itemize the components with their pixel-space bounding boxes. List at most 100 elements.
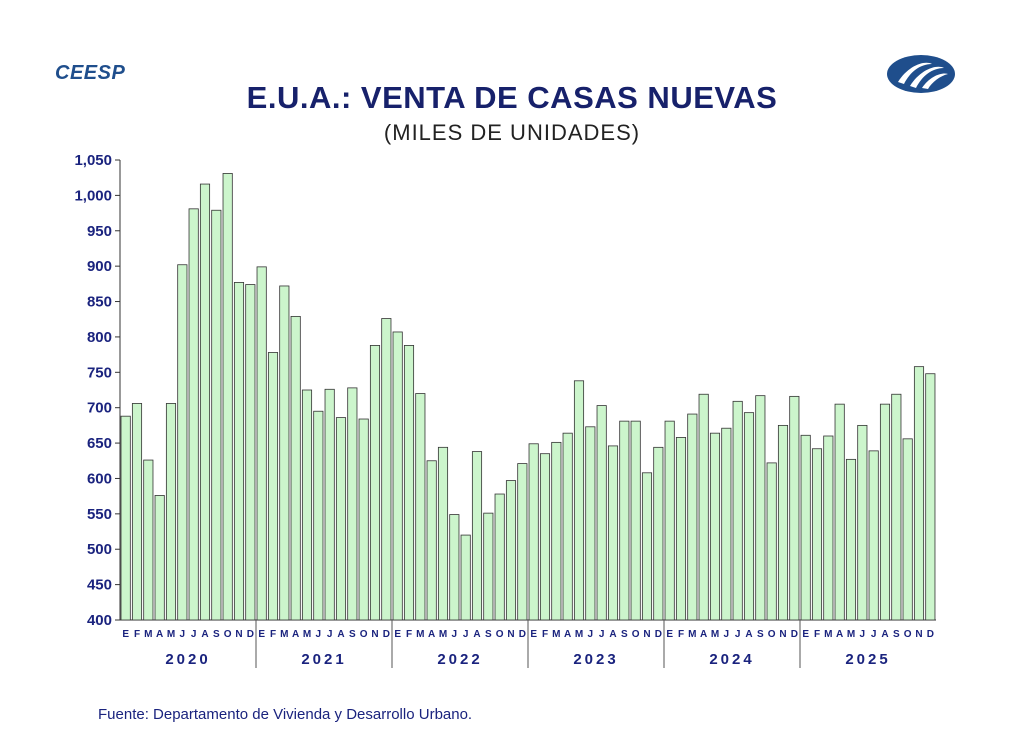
bar	[732, 400, 743, 621]
y-tick-label: 900	[87, 258, 112, 275]
month-label: J	[599, 629, 605, 640]
bar	[675, 437, 687, 621]
year-label: 2025	[845, 651, 890, 668]
month-label: M	[167, 629, 175, 640]
month-label: E	[258, 629, 265, 640]
month-label: M	[439, 629, 447, 640]
month-label: F	[270, 629, 276, 640]
month-label: A	[292, 629, 299, 640]
bar	[211, 209, 222, 621]
bar	[517, 463, 528, 621]
month-label: D	[247, 629, 254, 640]
month-label: E	[394, 629, 401, 640]
month-label: A	[201, 629, 208, 640]
bar	[120, 415, 131, 621]
month-label: A	[564, 629, 571, 640]
month-label: E	[802, 629, 809, 640]
bar	[449, 514, 460, 621]
month-label: M	[144, 629, 152, 640]
bar	[607, 445, 619, 621]
bar	[528, 443, 539, 621]
bar	[256, 266, 267, 621]
bar	[313, 410, 324, 621]
brand-name: CEESP	[55, 62, 126, 84]
y-tick-label: 400	[87, 612, 112, 629]
y-tick-label: 600	[87, 470, 112, 487]
month-label: S	[893, 629, 900, 640]
bar	[845, 458, 857, 621]
y-tick-label: 450	[87, 577, 112, 594]
bar	[222, 173, 233, 621]
month-label: M	[552, 629, 560, 640]
bar	[279, 285, 290, 621]
month-label: N	[643, 629, 650, 640]
month-label: O	[632, 629, 640, 640]
bar	[653, 446, 664, 621]
month-label: O	[224, 629, 232, 640]
bar	[165, 403, 177, 621]
bar	[777, 424, 789, 621]
month-label: M	[575, 629, 583, 640]
bar	[664, 420, 675, 621]
bar	[539, 453, 551, 621]
month-label: O	[768, 629, 776, 640]
bar	[154, 495, 165, 621]
bar	[743, 412, 755, 621]
bar	[392, 331, 403, 621]
bar	[721, 427, 732, 621]
month-label: A	[881, 629, 888, 640]
y-tick-label: 850	[87, 294, 112, 311]
month-label: A	[428, 629, 435, 640]
bar	[811, 448, 823, 621]
month-label: M	[847, 629, 855, 640]
bar	[143, 459, 154, 621]
bar	[267, 352, 279, 621]
month-label: J	[871, 629, 877, 640]
bar	[585, 426, 596, 621]
bar	[199, 183, 211, 621]
y-tick-label: 1,000	[74, 187, 112, 204]
month-label: J	[452, 629, 458, 640]
bar	[381, 318, 392, 621]
bar	[460, 534, 471, 621]
bar	[301, 389, 313, 621]
month-label: A	[700, 629, 707, 640]
month-label: O	[904, 629, 912, 640]
bar	[891, 393, 902, 621]
bar	[902, 438, 913, 621]
month-label: F	[678, 629, 684, 640]
month-label: S	[213, 629, 220, 640]
bar	[789, 395, 800, 621]
bar	[630, 420, 641, 621]
bar	[324, 388, 335, 621]
bar	[868, 450, 879, 621]
chart-title: E.U.A.: VENTA DE CASAS NUEVAS	[246, 80, 778, 115]
month-label: D	[519, 629, 526, 640]
month-label: J	[724, 629, 730, 640]
bar	[245, 284, 256, 621]
bar	[687, 413, 698, 621]
bar	[437, 446, 449, 621]
month-label: M	[688, 629, 696, 640]
month-label: S	[621, 629, 628, 640]
bar	[596, 405, 607, 621]
bar	[709, 432, 721, 621]
month-label: M	[280, 629, 288, 640]
y-tick-label: 700	[87, 400, 112, 417]
bar	[573, 380, 585, 621]
bar	[177, 264, 188, 621]
bar	[505, 480, 517, 621]
year-label: 2021	[301, 651, 346, 668]
bar	[913, 366, 925, 621]
year-label: 2023	[573, 651, 618, 668]
month-label: F	[814, 629, 820, 640]
bar	[800, 434, 811, 621]
bar	[755, 395, 766, 621]
year-label: 2024	[709, 651, 754, 668]
month-label: N	[235, 629, 242, 640]
source-note: Fuente: Departamento de Vivienda y Desar…	[98, 706, 473, 723]
y-tick-label: 800	[87, 329, 112, 346]
bar	[698, 393, 709, 621]
chart-subtitle: (MILES DE UNIDADES)	[383, 120, 641, 145]
month-label: J	[735, 629, 741, 640]
